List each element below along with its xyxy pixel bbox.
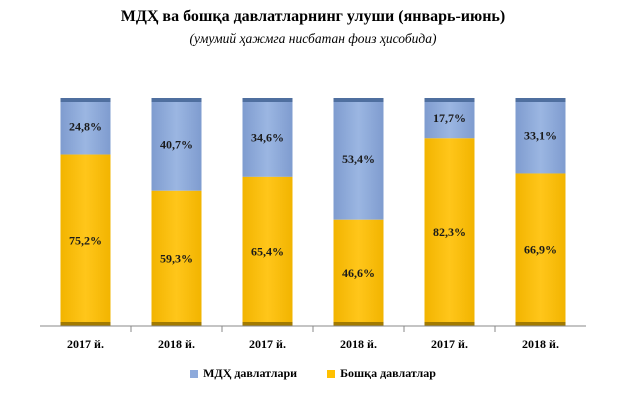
data-label-other: 46,6%	[342, 266, 375, 280]
bar-bottom-edge	[424, 322, 475, 326]
x-tick-label: 2017 й.	[431, 337, 468, 351]
bar-other	[60, 154, 111, 326]
bar-top-edge	[151, 98, 202, 102]
x-tick-label: 2018 й.	[340, 337, 377, 351]
chart-title: МДҲ ва бошқа давлатларнинг улуши (январь…	[120, 8, 506, 25]
chart-subtitle: (умумий ҳажмга нисбатан фоиз ҳисобида)	[189, 31, 437, 46]
legend-item-mdh: МДҲ давлатлари	[190, 366, 297, 381]
x-tick-label: 2018 й.	[522, 337, 559, 351]
legend-swatch-mdh	[190, 369, 199, 378]
bar-top-edge	[242, 98, 293, 102]
bar-other	[424, 138, 475, 326]
legend-label-other: Бошқа давлатлар	[340, 366, 436, 380]
bar-top-edge	[60, 98, 111, 102]
legend: МДҲ давлатлари Бошқа давлатлар	[0, 366, 626, 381]
bar-top-edge	[333, 98, 384, 102]
data-label-other: 65,4%	[251, 244, 284, 258]
bar-mdh	[333, 98, 384, 220]
bar-mdh	[151, 98, 202, 191]
x-tick-label: 2018 й.	[158, 337, 195, 351]
bar-other	[151, 190, 202, 326]
bar-other	[333, 219, 384, 326]
x-axis-ticks: 2017 й. 2018 й. 2017 й. 2018 й. 2017 й. 2018 …	[67, 326, 559, 351]
x-tick-label: 2017 й.	[249, 337, 286, 351]
data-label-mdh: 24,8%	[69, 119, 102, 133]
bar-mdh	[60, 98, 111, 155]
bar-bottom-edge	[242, 322, 293, 326]
bar-bottom-edge	[60, 322, 111, 326]
data-label-mdh: 53,4%	[342, 152, 375, 166]
legend-item-other: Бошқа давлатлар	[327, 366, 436, 381]
legend-label-mdh: МДҲ давлатлари	[203, 366, 298, 380]
bar-other	[515, 173, 566, 326]
bar-bottom-edge	[515, 322, 566, 326]
legend-swatch-other	[327, 369, 336, 378]
data-label-other: 75,2%	[69, 233, 102, 247]
x-tick-label: 2017 й.	[67, 337, 104, 351]
bar-mdh	[424, 98, 475, 139]
data-label-other: 59,3%	[160, 251, 193, 265]
data-label-mdh: 17,7%	[433, 111, 466, 125]
data-label-mdh: 40,7%	[160, 137, 193, 151]
bar-bottom-edge	[151, 322, 202, 326]
bar-bottom-edge	[333, 322, 384, 326]
bar-top-edge	[515, 98, 566, 102]
data-label-other: 82,3%	[433, 225, 466, 239]
bars-group: 24,8% 75,2% 40,7% 59,3% 34,6% 65,4% 53,4% 46,6%…	[60, 98, 566, 326]
bar-top-edge	[424, 98, 475, 102]
bar-mdh	[242, 98, 293, 177]
bar-other	[242, 176, 293, 326]
bar-mdh	[515, 98, 566, 174]
data-label-mdh: 34,6%	[251, 130, 284, 144]
data-label-mdh: 33,1%	[524, 129, 557, 143]
data-label-other: 66,9%	[524, 243, 557, 257]
